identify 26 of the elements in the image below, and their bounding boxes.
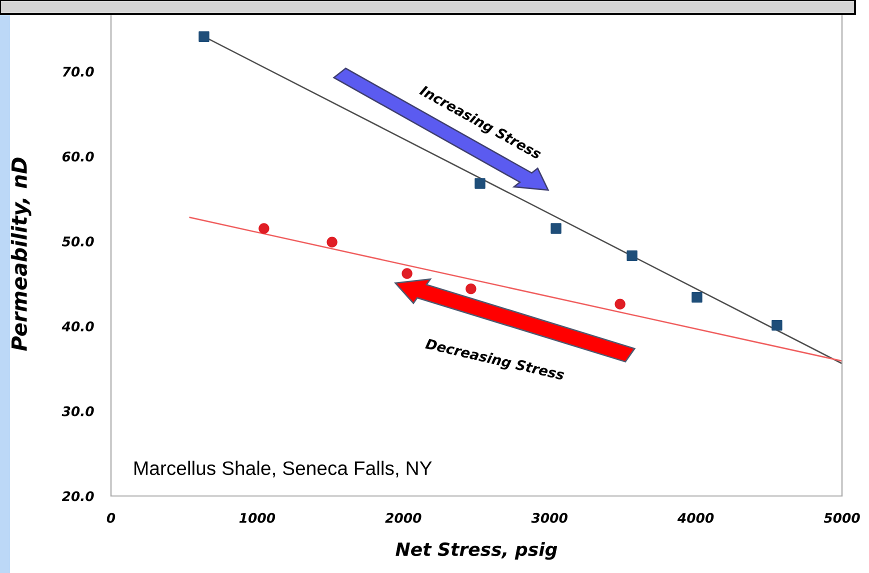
point [466,283,476,294]
x-tick-label: 2000 [385,512,422,523]
point [258,223,270,234]
x-tick-label: 1000 [239,512,276,523]
y-tick-label: 40.0 [62,321,94,332]
point [692,292,702,303]
x-axis-title: Net Stress, psig [396,542,558,560]
point [474,178,486,189]
y-axis-title: Permeability, nD [10,158,32,351]
point [326,236,338,248]
x-tick-label: 5000 [824,512,860,523]
y-tick-label: 70.0 [62,66,94,77]
x-tick-label: 4000 [677,512,714,523]
y-tick-label: 20.0 [62,491,94,502]
point [772,320,782,331]
point [626,250,638,262]
point [402,268,412,279]
x-tick-label: 3000 [531,512,568,523]
point [198,31,210,42]
annotation: Marcellus Shale, Seneca Falls, NY [134,460,432,478]
point [550,223,562,234]
y-tick-label: 50.0 [62,236,94,246]
y-tick-label: 30.0 [62,406,94,416]
x-tick-label: 0 [106,512,116,523]
y-tick-label: 60.0 [62,152,94,162]
point [614,298,626,310]
